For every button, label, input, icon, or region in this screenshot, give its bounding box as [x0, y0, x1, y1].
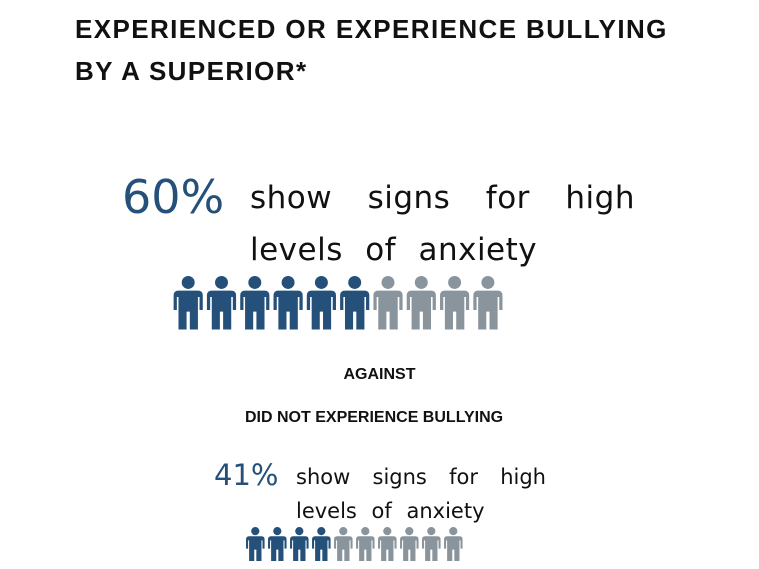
person-icon [400, 527, 419, 561]
person-icon [340, 276, 370, 330]
percent: 60% [122, 170, 225, 224]
person-icon [246, 527, 265, 561]
person-icon [240, 276, 270, 330]
person-icon [312, 527, 331, 561]
person-icon [406, 276, 436, 330]
person-icon [334, 527, 353, 561]
person-icon [378, 527, 397, 561]
percent: 41% [214, 458, 279, 492]
person-icon [473, 276, 503, 330]
person-icon [422, 527, 441, 561]
person-icon [268, 527, 287, 561]
title: EXPERIENCED OR EXPERIENCE BULLYING BY A … [75, 14, 668, 86]
person-icon [290, 527, 309, 561]
separator: AGAINST [343, 366, 416, 383]
person-icon [444, 527, 463, 561]
person-icon [373, 276, 403, 330]
person-icon [440, 276, 470, 330]
person-icon [173, 276, 203, 330]
person-icon [206, 276, 237, 330]
person-icon [306, 276, 336, 330]
comparison-label: DID NOT EXPERIENCE BULLYING [245, 409, 504, 426]
person-icon [356, 527, 375, 561]
person-icon [273, 276, 303, 330]
description: show signs for high levels of anxiety [250, 180, 635, 268]
description: show signs for high levels of anxiety [296, 465, 546, 523]
